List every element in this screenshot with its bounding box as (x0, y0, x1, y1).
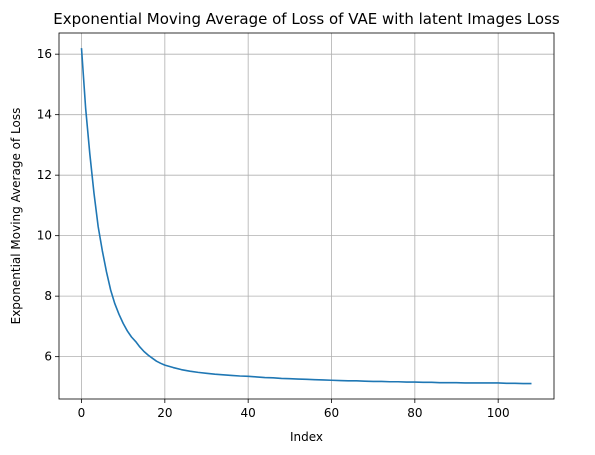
y-tick-label: 8 (44, 289, 52, 303)
x-tick-label: 60 (324, 406, 339, 420)
plot-frame (58, 32, 555, 400)
x-tick-label: 100 (487, 406, 510, 420)
series-layer (80, 48, 532, 385)
x-axis-label: Index (290, 430, 323, 444)
y-tick-label: 14 (37, 108, 52, 122)
y-axis-label: Exponential Moving Average of Loss (9, 108, 23, 325)
tick-layer: 0 20 40 60 80 100 6 8 10 12 14 16 (37, 47, 510, 420)
x-tick-label: 80 (407, 406, 422, 420)
grid-layer (59, 33, 554, 399)
y-tick-label: 10 (37, 229, 52, 243)
y-tick-label: 12 (37, 168, 52, 182)
x-tick-label: 20 (157, 406, 172, 420)
x-tick-label: 0 (78, 406, 86, 420)
chart-title: Exponential Moving Average of Loss of VA… (53, 10, 560, 28)
series-line (80, 48, 532, 385)
x-tick-label: 40 (241, 406, 256, 420)
y-tick-label: 16 (37, 47, 52, 61)
y-tick-label: 6 (44, 350, 52, 364)
